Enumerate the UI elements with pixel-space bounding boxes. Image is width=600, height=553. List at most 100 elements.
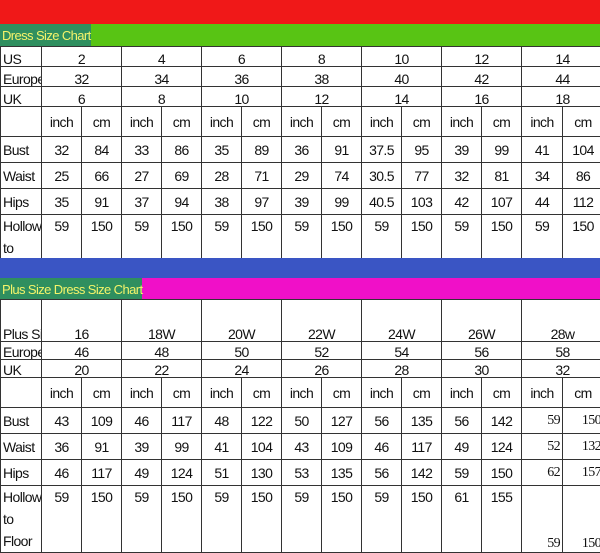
value-cell: 89 <box>242 137 282 163</box>
value-cell: 59 <box>522 486 563 553</box>
uk-size-cell: 22 <box>122 360 202 378</box>
value-cell: 155 <box>482 486 522 553</box>
cm-header: cm <box>563 378 600 408</box>
value-cell: 49 <box>442 434 482 460</box>
row-label: Waist <box>1 434 42 460</box>
value-cell: 97 <box>242 189 282 215</box>
cm-header: cm <box>322 378 362 408</box>
value-cell: 42 <box>442 189 482 215</box>
us-size-cell: 16 <box>42 300 122 342</box>
value-cell: 127 <box>322 408 362 434</box>
us-size-cell: 4 <box>122 47 202 67</box>
eu-size-cell: 34 <box>122 67 202 87</box>
cm-header: cm <box>402 378 442 408</box>
value-cell: 28 <box>202 163 242 189</box>
inch-header: inch <box>282 107 322 137</box>
value-cell: 150 <box>563 408 600 434</box>
uk-size-cell: 6 <box>42 87 122 107</box>
inch-header: inch <box>42 107 82 137</box>
value-cell: 135 <box>402 408 442 434</box>
row-label: Europe <box>1 67 42 87</box>
us-size-cell: 6 <box>202 47 282 67</box>
value-cell: 107 <box>482 189 522 215</box>
uk-size-cell: 16 <box>442 87 522 107</box>
eu-size-cell: 56 <box>442 342 522 360</box>
value-cell: 56 <box>442 408 482 434</box>
value-cell: 103 <box>402 189 442 215</box>
value-cell: 81 <box>482 163 522 189</box>
value-cell: 94 <box>162 189 202 215</box>
cm-header: cm <box>82 107 122 137</box>
uk-size-cell: 12 <box>282 87 362 107</box>
value-cell: 39 <box>442 137 482 163</box>
uk-size-cell: 30 <box>442 360 522 378</box>
inch-header: inch <box>122 107 162 137</box>
eu-size-cell: 32 <box>42 67 122 87</box>
inch-header: inch <box>282 378 322 408</box>
value-cell: 46 <box>362 434 402 460</box>
eu-size-cell: 54 <box>362 342 442 360</box>
value-cell: 59 <box>442 460 482 486</box>
inch-header: inch <box>122 378 162 408</box>
us-size-cell: 10 <box>362 47 442 67</box>
value-cell: 36 <box>282 137 322 163</box>
plus-title-bar: Plus Size Dress Size Chart <box>0 278 600 300</box>
value-cell: 74 <box>322 163 362 189</box>
value-cell: 91 <box>82 434 122 460</box>
value-cell: 99 <box>482 137 522 163</box>
cm-header: cm <box>162 107 202 137</box>
value-cell: 157 <box>563 460 600 486</box>
inch-header: inch <box>522 378 563 408</box>
row-label: UK <box>1 87 42 107</box>
cm-header: cm <box>402 107 442 137</box>
us-size-cell: 18W <box>122 300 202 342</box>
uk-size-cell: 8 <box>122 87 202 107</box>
value-cell: 37.5 <box>362 137 402 163</box>
value-cell: 66 <box>82 163 122 189</box>
value-cell: 36 <box>42 434 82 460</box>
value-cell: 43 <box>282 434 322 460</box>
value-cell: 32 <box>42 137 82 163</box>
eu-size-cell: 44 <box>522 67 600 87</box>
value-cell: 41 <box>522 137 563 163</box>
cm-header: cm <box>242 378 282 408</box>
eu-size-cell: 38 <box>282 67 362 87</box>
us-size-cell: 14 <box>522 47 600 67</box>
cm-header: cm <box>82 378 122 408</box>
value-cell: 150 <box>563 486 600 553</box>
uk-size-cell: 24 <box>202 360 282 378</box>
value-cell: 27 <box>122 163 162 189</box>
row-label: Waist <box>1 163 42 189</box>
value-cell: 91 <box>322 137 362 163</box>
row-label: Bust <box>1 137 42 163</box>
value-cell: 86 <box>563 163 600 189</box>
us-size-cell: 8 <box>282 47 362 67</box>
value-cell: 46 <box>122 408 162 434</box>
value-cell: 95 <box>402 137 442 163</box>
value-cell: 35 <box>42 189 82 215</box>
value-cell: 117 <box>402 434 442 460</box>
value-cell: 142 <box>402 460 442 486</box>
value-cell: 44 <box>522 189 563 215</box>
value-cell: 130 <box>242 460 282 486</box>
inch-header: inch <box>442 107 482 137</box>
value-cell: 59 <box>522 408 563 434</box>
value-cell: 124 <box>162 460 202 486</box>
value-cell: 59 <box>202 486 242 553</box>
uk-size-cell: 20 <box>42 360 122 378</box>
value-cell: 132 <box>563 434 600 460</box>
us-size-row: Plus Size1618W20W22W24W26W28w <box>1 300 600 342</box>
eu-size-cell: 52 <box>282 342 362 360</box>
dress-chart-title: Dress Size Chart <box>0 24 91 46</box>
inch-header: inch <box>442 378 482 408</box>
value-cell: 25 <box>42 163 82 189</box>
inch-header: inch <box>362 107 402 137</box>
value-cell: 38 <box>202 189 242 215</box>
value-cell: 30.5 <box>362 163 402 189</box>
